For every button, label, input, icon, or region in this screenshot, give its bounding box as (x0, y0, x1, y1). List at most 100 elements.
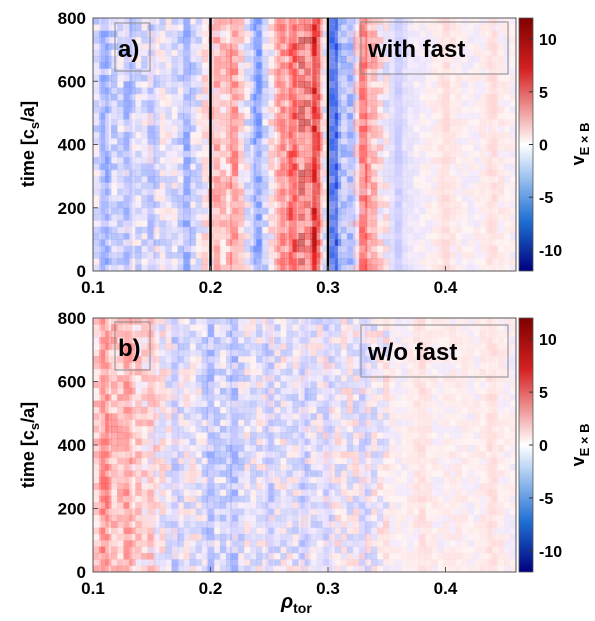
heatmap-cell (220, 534, 227, 541)
heatmap-cell (202, 126, 209, 133)
heatmap-cell (99, 483, 106, 490)
heatmap-cell (371, 489, 378, 496)
heatmap-cell (141, 432, 148, 439)
heatmap-cell (190, 559, 197, 566)
heatmap-cell (93, 227, 100, 234)
heatmap-cell (305, 208, 312, 215)
heatmap-cell (172, 566, 179, 573)
heatmap-cell (184, 145, 191, 152)
heatmap-cell (238, 521, 245, 528)
heatmap-cell (305, 458, 312, 465)
heatmap-cell (359, 62, 366, 69)
heatmap-cell (244, 182, 251, 189)
heatmap-cell (105, 220, 112, 227)
heatmap-cell (232, 369, 239, 376)
heatmap-cell (250, 157, 257, 164)
heatmap-cell (141, 50, 148, 57)
heatmap-cell (232, 534, 239, 541)
heatmap-cell (123, 318, 130, 325)
heatmap-cell (305, 100, 312, 107)
heatmap-cell (305, 464, 312, 471)
heatmap-cell (159, 94, 166, 101)
heatmap-cell (468, 113, 475, 120)
heatmap-cell (123, 464, 130, 471)
heatmap-cell (135, 407, 142, 414)
heatmap-cell (274, 227, 281, 234)
heatmap-cell (305, 356, 312, 363)
heatmap-cell (383, 318, 390, 325)
heatmap-cell (105, 318, 112, 325)
heatmap-cell (153, 496, 160, 503)
heatmap-cell (468, 145, 475, 152)
heatmap-cell (395, 113, 402, 120)
heatmap-cell (353, 559, 360, 566)
heatmap-cell (166, 18, 173, 25)
heatmap-cell (407, 439, 414, 446)
heatmap-cell (335, 239, 342, 246)
heatmap-cell (172, 458, 179, 465)
heatmap-cell (407, 220, 414, 227)
heatmap-cell (383, 151, 390, 158)
heatmap-cell (407, 553, 414, 560)
heatmap-cell (214, 31, 221, 38)
heatmap-cell (105, 559, 112, 566)
heatmap-cell (474, 37, 481, 44)
heatmap-cell (305, 75, 312, 82)
heatmap-cell (407, 163, 414, 170)
heatmap-cell (117, 201, 124, 208)
heatmap-cell (141, 496, 148, 503)
heatmap-cell (93, 394, 100, 401)
heatmap-cell (280, 547, 287, 554)
heatmap-cell (341, 208, 348, 215)
heatmap-cell (220, 458, 227, 465)
heatmap-cell (498, 31, 505, 38)
heatmap-cell (202, 43, 209, 50)
heatmap-cell (232, 37, 239, 44)
heatmap-cell (311, 208, 318, 215)
heatmap-cell (486, 182, 493, 189)
heatmap-cell (292, 331, 299, 338)
heatmap-cell (129, 227, 136, 234)
heatmap-cell (305, 195, 312, 202)
heatmap-cell (286, 420, 293, 427)
heatmap-cell (250, 477, 257, 484)
heatmap-cell (298, 239, 305, 246)
heatmap-cell (480, 88, 487, 95)
heatmap-cell (280, 509, 287, 516)
heatmap-cell (347, 265, 354, 272)
heatmap-cell (492, 18, 499, 25)
heatmap-cell (377, 382, 384, 389)
heatmap-cell (268, 94, 275, 101)
heatmap-cell (268, 470, 275, 477)
heatmap-cell (450, 119, 457, 126)
heatmap-cell (280, 496, 287, 503)
heatmap-cell (244, 324, 251, 331)
heatmap-cell (184, 56, 191, 63)
heatmap-cell (292, 126, 299, 133)
heatmap-cell (335, 220, 342, 227)
heatmap-cell (371, 94, 378, 101)
heatmap-cell (220, 126, 227, 133)
heatmap-cell (190, 331, 197, 338)
heatmap-cell (341, 18, 348, 25)
heatmap-cell (268, 113, 275, 120)
heatmap-cell (317, 138, 324, 145)
heatmap-cell (232, 496, 239, 503)
heatmap-cell (280, 258, 287, 265)
heatmap-cell (178, 157, 185, 164)
heatmap-cell (341, 189, 348, 196)
heatmap-cell (238, 350, 245, 357)
heatmap-cell (250, 547, 257, 554)
heatmap-cell (413, 113, 420, 120)
heatmap-cell (359, 163, 366, 170)
heatmap-cell (141, 343, 148, 350)
heatmap-cell (353, 94, 360, 101)
heatmap-cell (407, 239, 414, 246)
heatmap-cell (401, 220, 408, 227)
heatmap-cell (407, 547, 414, 554)
heatmap-cell (305, 382, 312, 389)
heatmap-cell (389, 547, 396, 554)
heatmap-cell (323, 451, 330, 458)
heatmap-cell (256, 56, 263, 63)
heatmap-cell (172, 56, 179, 63)
